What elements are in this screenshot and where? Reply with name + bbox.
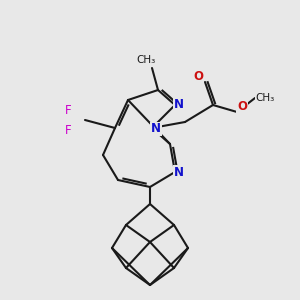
Text: N: N: [174, 166, 184, 178]
Text: F: F: [65, 103, 71, 116]
Text: O: O: [193, 70, 203, 83]
Text: F: F: [65, 124, 71, 136]
Text: N: N: [151, 122, 161, 136]
Text: N: N: [174, 98, 184, 110]
Text: O: O: [237, 100, 247, 112]
Text: CH₃: CH₃: [255, 93, 274, 103]
Text: CH₃: CH₃: [136, 55, 156, 65]
